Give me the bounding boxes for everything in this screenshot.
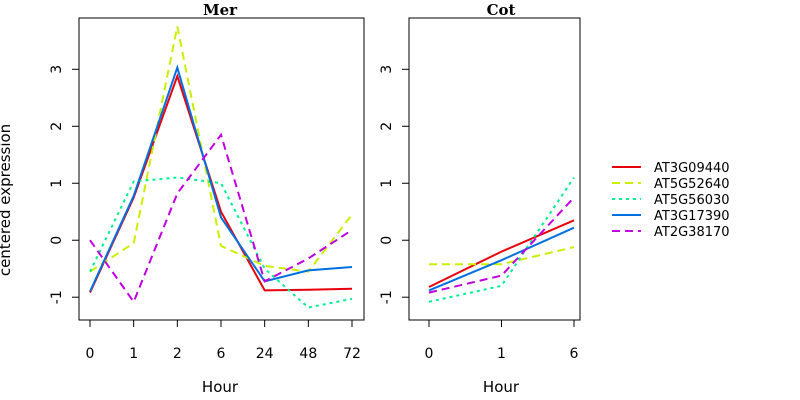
series-line-at3g17390: [428, 226, 575, 292]
legend-item: AT3G09440: [612, 161, 730, 176]
legend-label: AT5G52640: [654, 177, 730, 192]
x-tick-label: 0: [86, 346, 95, 362]
series-line-at5g52640: [89, 26, 353, 273]
panel-title: Mer: [203, 1, 238, 19]
y-tick-label: 3: [379, 65, 395, 74]
legend-item: AT5G56030: [612, 193, 730, 208]
legend-label: AT3G17390: [654, 209, 730, 224]
series-line-at3g09440: [428, 219, 575, 288]
y-tick-label: 0: [49, 236, 65, 245]
legend-label: AT3G09440: [654, 161, 730, 176]
plot-frame: [78, 17, 365, 321]
x-tick-label: 6: [217, 346, 226, 362]
x-tick-label: 72: [343, 346, 361, 362]
chart-panels: Mer -1 0 1 2 3 0 1 2 6 24 48 72 Hour Cot -1 0 1 2 3 0 1 6 Hour: [49, 1, 581, 396]
series-line-at2g38170: [428, 196, 575, 294]
x-axis-title: Hour: [483, 378, 520, 396]
series-line-at3g17390: [89, 64, 353, 292]
y-axis-title: centered expression: [0, 124, 14, 276]
y-tick-label: 2: [379, 122, 395, 131]
legend-label: AT5G56030: [654, 193, 730, 208]
y-tick-label: 3: [49, 65, 65, 74]
plot-frame: [408, 17, 581, 321]
x-tick-label: 1: [129, 346, 138, 362]
legend-item: AT5G52640: [612, 177, 730, 192]
panel-title: Cot: [487, 1, 516, 19]
legend-item: AT3G17390: [612, 209, 730, 224]
legend: AT3G09440AT5G52640AT5G56030AT3G17390AT2G…: [612, 161, 730, 240]
y-tick-label: 2: [49, 122, 65, 131]
y-tick-label: -1: [379, 290, 395, 304]
legend-label: AT2G38170: [654, 225, 730, 240]
series-line-at2g38170: [89, 132, 353, 304]
x-tick-label: 6: [570, 346, 579, 362]
x-axis-title: Hour: [202, 378, 239, 396]
y-tick-label: -1: [49, 290, 65, 304]
legend-item: AT2G38170: [612, 225, 730, 240]
series-line-at5g56030: [428, 176, 575, 303]
panel-cot: Cot -1 0 1 2 3 0 1 6 Hour: [379, 1, 581, 396]
x-tick-label: 2: [173, 346, 182, 362]
x-tick-label: 48: [299, 346, 317, 362]
x-tick-label: 1: [497, 346, 506, 362]
series-line-at5g56030: [89, 176, 353, 309]
x-tick-label: 24: [256, 346, 274, 362]
series-line-at5g52640: [429, 246, 575, 266]
y-tick-label: 1: [379, 179, 395, 188]
y-tick-label: 0: [379, 236, 395, 245]
panel-mer: Mer -1 0 1 2 3 0 1 2 6 24 48 72 Hour: [49, 1, 365, 396]
x-tick-label: 0: [425, 346, 434, 362]
y-tick-label: 1: [49, 179, 65, 188]
